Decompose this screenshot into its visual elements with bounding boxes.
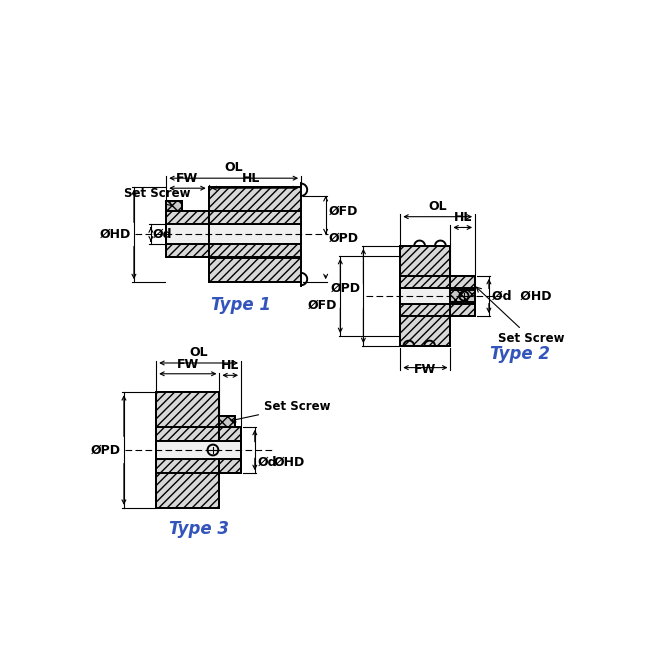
Bar	[156, 392, 219, 427]
Bar	[156, 441, 241, 459]
Bar	[156, 473, 219, 508]
Bar	[166, 245, 208, 257]
Text: HL: HL	[242, 172, 260, 185]
Bar	[450, 304, 475, 316]
Text: FW: FW	[176, 172, 198, 185]
Bar	[208, 211, 301, 224]
Bar	[219, 416, 234, 427]
Text: ØFD: ØFD	[308, 299, 337, 312]
Bar	[401, 276, 450, 287]
Bar	[450, 290, 475, 302]
Bar	[208, 224, 301, 245]
Text: Ød: Ød	[153, 228, 173, 241]
Text: FW: FW	[414, 363, 437, 376]
Text: Set Screw: Set Screw	[124, 188, 190, 206]
Text: Type 2: Type 2	[490, 345, 551, 362]
Bar	[401, 316, 450, 346]
Bar	[450, 276, 475, 287]
Text: Ød  ØHD: Ød ØHD	[492, 289, 551, 302]
Text: OL: OL	[224, 161, 243, 174]
Bar	[401, 287, 475, 304]
Bar	[166, 211, 208, 224]
Bar	[156, 459, 219, 473]
Bar	[219, 459, 241, 473]
Bar	[219, 427, 241, 441]
Text: Set Screw: Set Screw	[231, 400, 330, 422]
Text: HL: HL	[454, 212, 472, 224]
Bar	[166, 201, 182, 211]
Bar	[401, 246, 450, 276]
Bar	[208, 245, 301, 257]
Text: ØPD: ØPD	[91, 444, 121, 456]
Text: ØHD: ØHD	[273, 456, 305, 469]
Bar	[208, 257, 301, 282]
Text: Ød: Ød	[258, 456, 277, 469]
Text: OL: OL	[428, 200, 447, 213]
Text: ØPD: ØPD	[329, 232, 358, 245]
Text: HL: HL	[221, 359, 239, 373]
Text: Type 3: Type 3	[169, 521, 228, 538]
Text: Set Screw: Set Screw	[476, 287, 565, 345]
Text: FW: FW	[177, 358, 199, 371]
Bar	[166, 224, 208, 245]
Text: ØFD: ØFD	[329, 205, 358, 218]
Text: ØPD: ØPD	[330, 282, 360, 295]
Text: OL: OL	[190, 346, 208, 359]
Text: ØHD: ØHD	[100, 228, 131, 241]
Bar	[156, 427, 219, 441]
Text: Type 1: Type 1	[211, 296, 271, 314]
Bar	[208, 187, 301, 211]
Bar	[401, 304, 450, 316]
